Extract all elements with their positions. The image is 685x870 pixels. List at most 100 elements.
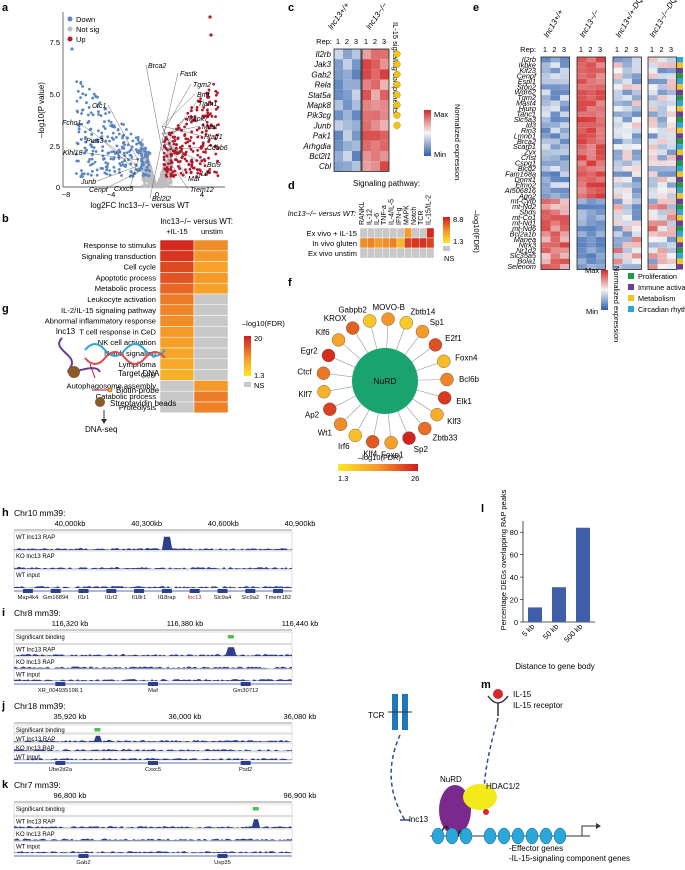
tf-node xyxy=(381,312,395,326)
panel-b-col-unstim: unstim xyxy=(201,227,223,236)
volcano-point-down xyxy=(100,131,104,135)
heatmap-gene-label: Lmnb1 xyxy=(514,131,536,140)
heatmap-cell xyxy=(550,166,560,172)
track-tick-label: 36,080 kb xyxy=(284,712,317,721)
heatmap-cell xyxy=(596,116,606,123)
panel-c-group-wt: lnc13+/+ xyxy=(326,1,351,32)
heatmap-cell xyxy=(632,220,642,226)
heatmap-cell xyxy=(541,247,551,254)
volcano-point-down xyxy=(123,154,127,158)
heatmap-cell xyxy=(622,171,632,177)
heatmap-cell xyxy=(550,264,560,270)
tf-node-label: Irf6 xyxy=(338,442,350,451)
volcano-point-down xyxy=(103,171,107,175)
volcano-point-down xyxy=(84,93,88,97)
component-marker xyxy=(393,50,401,58)
panel-label-f: f xyxy=(288,277,292,289)
category-label: Metabolism xyxy=(638,294,675,303)
heatmap-gene-label: Manea xyxy=(514,235,536,244)
heatmap-cell xyxy=(613,198,623,205)
heatmap-cell xyxy=(596,209,606,216)
volcano-point-up xyxy=(165,154,169,158)
volcano-point-down xyxy=(91,162,95,166)
track-name: WT lnc13 RAP xyxy=(16,535,55,541)
volcano-point-down xyxy=(80,169,83,172)
heatmap-cell xyxy=(622,258,632,265)
pathway-cell xyxy=(382,237,390,249)
volcano-point-down xyxy=(146,158,150,162)
heatmap-cell xyxy=(622,95,632,101)
heatmap-cell xyxy=(550,171,560,177)
tf-node-label: Sp1 xyxy=(430,318,445,327)
track-name: KO lnc13 RAP xyxy=(16,746,55,752)
volcano-point-down xyxy=(147,163,151,167)
gene-model-label: Maf xyxy=(148,688,158,694)
volcano-point xyxy=(157,184,161,187)
pathway-cell xyxy=(367,237,375,249)
volcano-point-down xyxy=(141,161,145,164)
category-swatch xyxy=(628,284,634,290)
legend-notsig-marker xyxy=(67,26,73,32)
volcano-point-up xyxy=(184,168,187,172)
gene-leader-line xyxy=(78,151,139,161)
panel-e-scale-min: Min xyxy=(586,307,598,316)
heatmap-cell xyxy=(577,84,587,90)
volcano-point-down xyxy=(139,141,143,145)
pathway-cell xyxy=(374,247,383,259)
volcano-ylabel: –log10(P value) xyxy=(37,82,46,138)
track-lane xyxy=(13,531,293,551)
heatmap-cell xyxy=(632,204,642,210)
volcano-point-up xyxy=(206,124,210,128)
heatmap-cell xyxy=(352,100,361,111)
streptavidin-bead-icon xyxy=(95,397,105,407)
heatmap-cell xyxy=(362,49,371,60)
volcano-point-down xyxy=(103,120,106,123)
heatmap-cell xyxy=(577,171,587,177)
volcano-point-up xyxy=(176,164,180,168)
enrichment-cell xyxy=(193,239,229,252)
heatmap-cell xyxy=(622,144,632,150)
pathway-cell xyxy=(426,227,435,239)
volcano-point-up xyxy=(214,115,217,119)
heatmap-cell xyxy=(577,187,587,194)
heatmap-cell xyxy=(667,166,677,172)
heatmap-cell xyxy=(648,258,658,265)
heatmap-cell xyxy=(343,110,352,121)
heatmap-cell xyxy=(613,144,623,150)
category-swatch xyxy=(628,306,634,312)
heatmap-cell xyxy=(560,57,570,63)
heatmap-cell xyxy=(550,225,560,232)
heatmap-cell xyxy=(632,242,642,248)
heatmap-cell xyxy=(596,111,606,117)
volcano-point-up xyxy=(189,148,193,151)
rep-label: 1 xyxy=(615,45,619,54)
volcano-yticks: 0 2.5 5.0 7.5 xyxy=(50,38,60,192)
heatmap-cell xyxy=(586,236,596,243)
volcano-xlabel: log2FC lnc13−/− versus WT xyxy=(90,201,189,210)
heatmap-cell xyxy=(596,242,606,248)
track-lane xyxy=(13,569,293,589)
heatmap-cell xyxy=(586,182,596,188)
volcano-point-down xyxy=(120,174,123,177)
volcano-point-up xyxy=(199,97,202,101)
panel-d-columns: RANKL IL-12 IL-6 TNF-a IL-4/IL-5 IFN-g MAPK Not… xyxy=(359,195,433,225)
heatmap-cell xyxy=(657,209,667,216)
heatmap-cell xyxy=(648,182,658,188)
heatmap-cell xyxy=(596,231,606,237)
heatmap-cell xyxy=(622,220,632,226)
heatmap-cell xyxy=(550,95,560,101)
volcano-point-up xyxy=(178,167,182,170)
heatmap-cell xyxy=(371,89,380,100)
nucleosome-icon xyxy=(539,827,553,845)
heatmap-gene-label: Ago2 xyxy=(518,191,536,200)
heatmap-cell xyxy=(632,166,642,172)
volcano-point-down xyxy=(88,158,92,161)
heatmap-cell xyxy=(667,106,677,112)
category-cell xyxy=(677,67,683,74)
heatmap-cell xyxy=(380,49,389,60)
track-name: WT input xyxy=(16,755,40,761)
enrichment-row-label: Catabolic process xyxy=(96,392,157,401)
volcano-point-up xyxy=(190,158,194,162)
heatmap-cell xyxy=(362,161,371,172)
volcano-point-down xyxy=(136,168,140,172)
